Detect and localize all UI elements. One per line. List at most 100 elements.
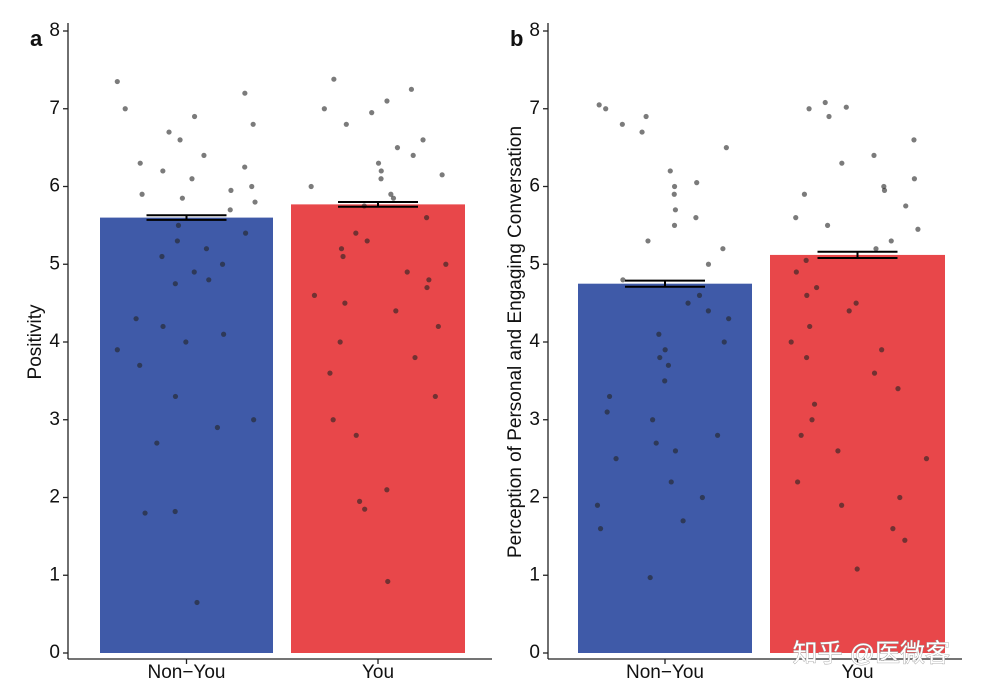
data-point — [803, 354, 810, 361]
data-point — [721, 339, 727, 345]
data-point — [420, 137, 426, 143]
data-point — [873, 246, 879, 252]
data-point — [824, 222, 831, 228]
data-point — [251, 417, 257, 423]
data-point — [221, 331, 227, 337]
data-point — [650, 417, 656, 423]
data-point — [114, 347, 120, 353]
data-point — [378, 168, 384, 174]
data-point — [378, 176, 384, 182]
data-point — [369, 110, 375, 116]
data-point — [172, 508, 178, 515]
x-tick-label: You — [362, 662, 394, 683]
data-point — [175, 222, 182, 228]
data-point — [343, 121, 349, 127]
data-point — [613, 456, 619, 462]
data-point — [604, 409, 610, 415]
data-point — [308, 183, 314, 190]
data-point — [645, 238, 651, 244]
data-point — [331, 76, 337, 82]
data-point — [174, 238, 180, 244]
data-point — [219, 261, 226, 267]
y-tick-label: 3 — [529, 409, 540, 430]
data-point — [390, 195, 397, 201]
data-point — [903, 203, 909, 209]
y-tick-label: 2 — [49, 487, 60, 508]
data-point — [879, 347, 885, 353]
data-point — [694, 180, 700, 186]
data-point — [671, 191, 677, 197]
y-tick-label: 4 — [529, 331, 540, 352]
y-axis-label: Positivity — [25, 304, 46, 379]
data-point — [249, 183, 255, 190]
data-point — [603, 106, 609, 112]
data-point — [154, 440, 160, 446]
data-point — [201, 152, 207, 158]
data-point — [807, 323, 813, 330]
data-point — [911, 137, 917, 143]
data-point — [160, 323, 166, 330]
y-tick-label: 3 — [49, 409, 60, 430]
data-point — [139, 191, 145, 197]
data-point — [203, 246, 210, 252]
y-tick-label: 1 — [49, 564, 60, 585]
data-point — [897, 494, 903, 501]
data-point — [408, 86, 415, 92]
data-point — [384, 487, 390, 493]
data-point — [671, 222, 678, 228]
data-point — [137, 160, 143, 166]
data-point — [159, 253, 165, 260]
data-point — [665, 362, 672, 368]
y-tick-label: 7 — [529, 98, 540, 119]
data-point — [672, 207, 679, 213]
data-point — [657, 354, 663, 361]
data-point — [620, 277, 626, 283]
data-point — [705, 261, 712, 267]
data-point — [191, 269, 197, 275]
data-point — [353, 432, 359, 438]
data-point — [881, 183, 887, 190]
data-point — [340, 253, 346, 260]
data-point — [839, 160, 845, 166]
data-point — [228, 187, 234, 193]
y-tick-label: 6 — [529, 176, 540, 197]
data-point — [699, 494, 705, 501]
data-point — [696, 292, 703, 298]
data-point — [142, 510, 148, 516]
data-point — [597, 526, 604, 532]
data-point — [843, 104, 849, 110]
data-point — [647, 574, 653, 581]
data-point — [404, 269, 410, 275]
data-point — [356, 498, 363, 504]
data-point — [685, 300, 691, 306]
data-point — [726, 316, 732, 322]
data-point — [846, 308, 852, 314]
data-point — [801, 191, 808, 197]
data-point — [793, 215, 799, 221]
data-point — [809, 417, 815, 423]
data-point — [435, 323, 441, 330]
y-tick-label: 6 — [49, 176, 60, 197]
data-point — [705, 308, 711, 314]
data-point — [172, 281, 178, 287]
data-point — [183, 339, 189, 345]
data-point — [375, 160, 382, 166]
y-tick-label: 8 — [529, 20, 540, 41]
data-point — [662, 347, 668, 353]
data-point — [321, 106, 327, 112]
data-point — [330, 417, 336, 423]
data-point — [871, 152, 877, 158]
data-point — [172, 393, 179, 400]
data-point — [822, 99, 828, 106]
data-point — [835, 448, 841, 454]
data-point — [804, 292, 810, 298]
data-point — [227, 207, 233, 213]
x-tick-label: Non−You — [626, 662, 704, 683]
data-point — [353, 230, 359, 236]
data-point — [853, 300, 859, 306]
data-point — [656, 331, 662, 337]
data-point — [653, 440, 659, 446]
y-tick-label: 0 — [49, 642, 60, 663]
data-point — [714, 432, 721, 438]
data-point — [191, 113, 198, 120]
